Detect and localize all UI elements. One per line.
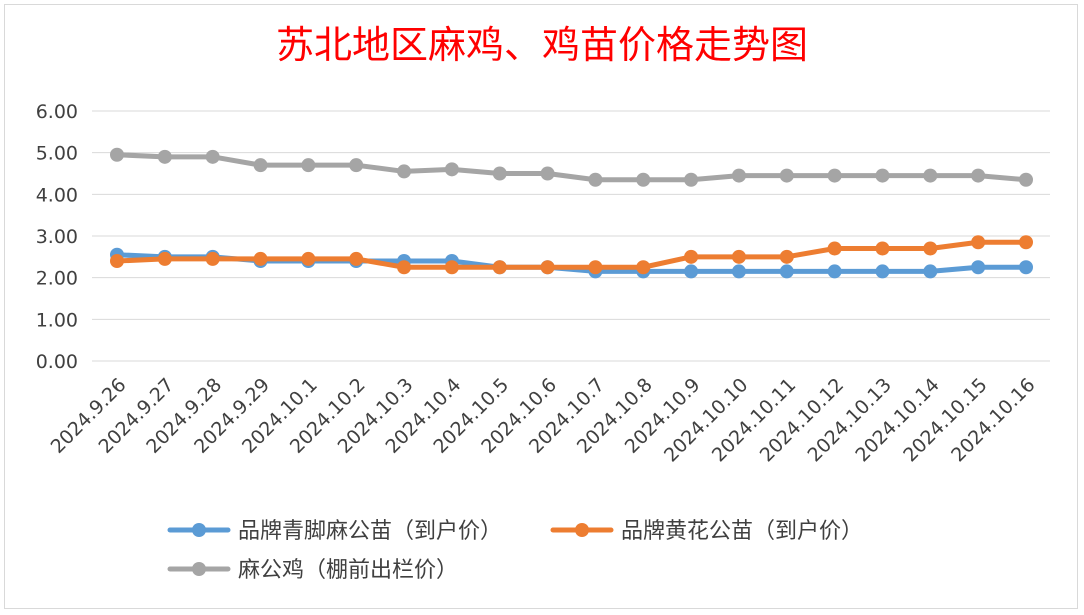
data-point [588,260,603,275]
data-point [157,149,172,164]
data-point [110,147,124,162]
data-point [636,260,651,275]
data-point [731,249,746,264]
data-point [684,264,699,279]
data-point [349,158,364,173]
data-point [253,251,268,266]
data-point [110,254,124,268]
data-point [444,162,459,177]
grid-lines [92,110,1050,362]
data-point [349,251,364,266]
legend-label: 品牌青脚麻公苗（到户价） [238,519,502,544]
data-point [875,241,890,256]
legend-marker [192,523,206,537]
legend-label: 麻公鸡（棚前出栏价） [238,558,458,583]
data-point [923,241,938,256]
data-point [397,260,412,275]
series-2 [110,235,1033,275]
legend-item-1: 品牌青脚麻公苗（到户价） [167,519,502,544]
data-point [540,260,555,275]
y-tick-label: 4.00 [36,184,78,206]
data-point [923,264,938,279]
data-point [444,260,459,275]
data-point [588,172,603,187]
series-line [114,239,1029,270]
data-point [301,158,316,173]
data-point [492,166,507,181]
data-point [971,235,986,250]
data-point [779,264,794,279]
data-point [157,251,172,266]
data-point [827,264,842,279]
y-tick-label: 6.00 [36,101,78,123]
y-tick-label: 5.00 [36,143,78,165]
data-point [1019,172,1033,187]
data-point [301,251,316,266]
data-point [205,149,220,164]
data-point [779,249,794,264]
y-axis-ticks: 0.00 1.00 2.00 3.00 4.00 5.00 6.00 [36,101,78,373]
data-point [731,168,746,183]
data-point [923,168,938,183]
data-point [827,168,842,183]
data-point [636,172,651,187]
data-point [731,264,746,279]
y-tick-label: 3.00 [36,226,78,248]
data-point [540,166,555,181]
series-line [114,152,1029,183]
chart-border [4,4,1078,609]
legend-marker [192,562,206,576]
data-point [1019,235,1033,250]
data-point [1019,260,1033,275]
data-point [875,264,890,279]
data-point [684,249,699,264]
data-point [684,172,699,187]
series-1 [110,247,1033,279]
y-tick-label: 2.00 [36,268,78,290]
data-point [253,158,268,173]
legend-item-2: 品牌黄花公苗（到户价） [550,519,863,544]
x-axis-ticks: 2024.9.262024.9.272024.9.282024.9.292024… [47,374,1040,466]
y-tick-label: 1.00 [36,309,78,331]
data-point [397,164,412,179]
data-point [205,251,220,266]
legend-marker [575,523,589,537]
series-3 [110,147,1033,187]
legend-label: 品牌黄花公苗（到户价） [621,519,863,544]
legend: 品牌青脚麻公苗（到户价） 品牌黄花公苗（到户价） 麻公鸡（棚前出栏价） [167,519,863,583]
series-lines [110,147,1033,279]
data-point [827,241,842,256]
data-point [492,260,507,275]
data-point [875,168,890,183]
chart-title: 苏北地区麻鸡、鸡苗价格走势图 [276,23,808,67]
y-tick-label: 0.00 [36,351,78,373]
legend-item-3: 麻公鸡（棚前出栏价） [167,558,458,583]
data-point [971,168,986,183]
data-point [971,260,986,275]
data-point [779,168,794,183]
